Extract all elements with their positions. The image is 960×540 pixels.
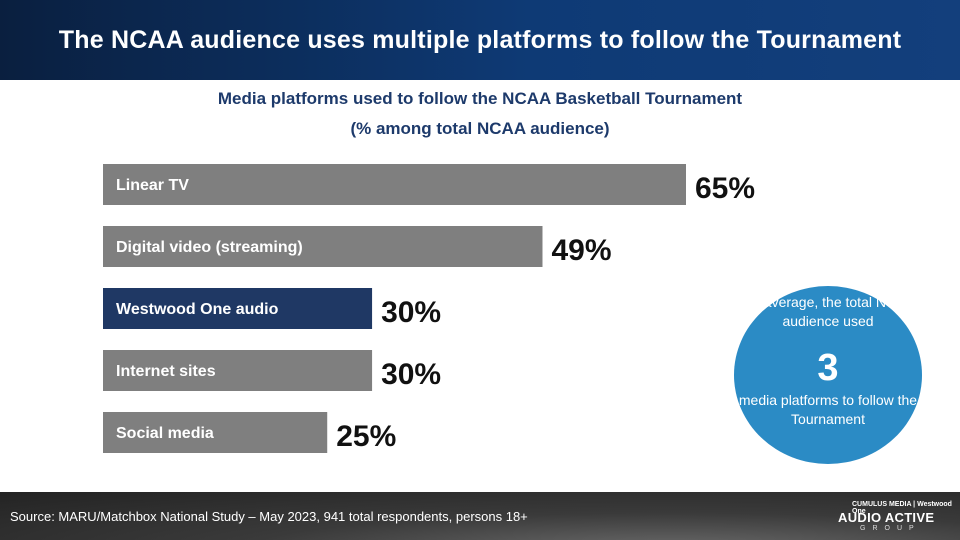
logo-group-text: GROUP [860, 525, 921, 532]
header-banner: The NCAA audience uses multiple platform… [0, 0, 960, 80]
average-platforms-callout: On average, the total NCAA audience used… [734, 286, 922, 464]
bar-label-westwood-one-audio: Westwood One audio [116, 301, 279, 318]
bar-label-social-media: Social media [116, 425, 214, 442]
value-label-linear-tv: 65% [695, 172, 755, 205]
footer-bar: Source: MARU/Matchbox National Study – M… [0, 492, 960, 540]
chart-title: Media platforms used to follow the NCAA … [217, 89, 743, 108]
bar-westwood-one-audio [103, 288, 373, 329]
bar-digital-video-streaming [103, 226, 543, 267]
callout-number: 3 [817, 347, 839, 389]
value-label-westwood-one-audio: 30% [381, 296, 441, 329]
bar-label-linear-tv: Linear TV [116, 177, 189, 194]
bar-social-media [103, 412, 328, 453]
page-title: The NCAA audience uses multiple platform… [58, 25, 902, 54]
value-label-internet-sites: 30% [381, 358, 441, 391]
bar-linear-tv [103, 164, 686, 205]
bar-label-digital-video-streaming: Digital video (streaming) [116, 239, 303, 256]
value-label-social-media: 25% [336, 420, 396, 453]
callout-text-before: On average, the total NCAA audience used [741, 294, 915, 329]
logo-top-line: CUMULUS MEDIA | Westwood One [852, 501, 952, 515]
source-note: Source: MARU/Matchbox National Study – M… [10, 509, 528, 524]
value-label-digital-video-streaming: 49% [551, 234, 611, 267]
bar-label-internet-sites: Internet sites [116, 363, 216, 380]
audio-active-logo: AUDIO ACTIVE [838, 510, 935, 525]
chart-subtitle: (% among total NCAA audience) [350, 119, 610, 138]
callout-text-after: media platforms to follow the Tournament [738, 392, 918, 427]
bar-internet-sites [103, 350, 373, 391]
